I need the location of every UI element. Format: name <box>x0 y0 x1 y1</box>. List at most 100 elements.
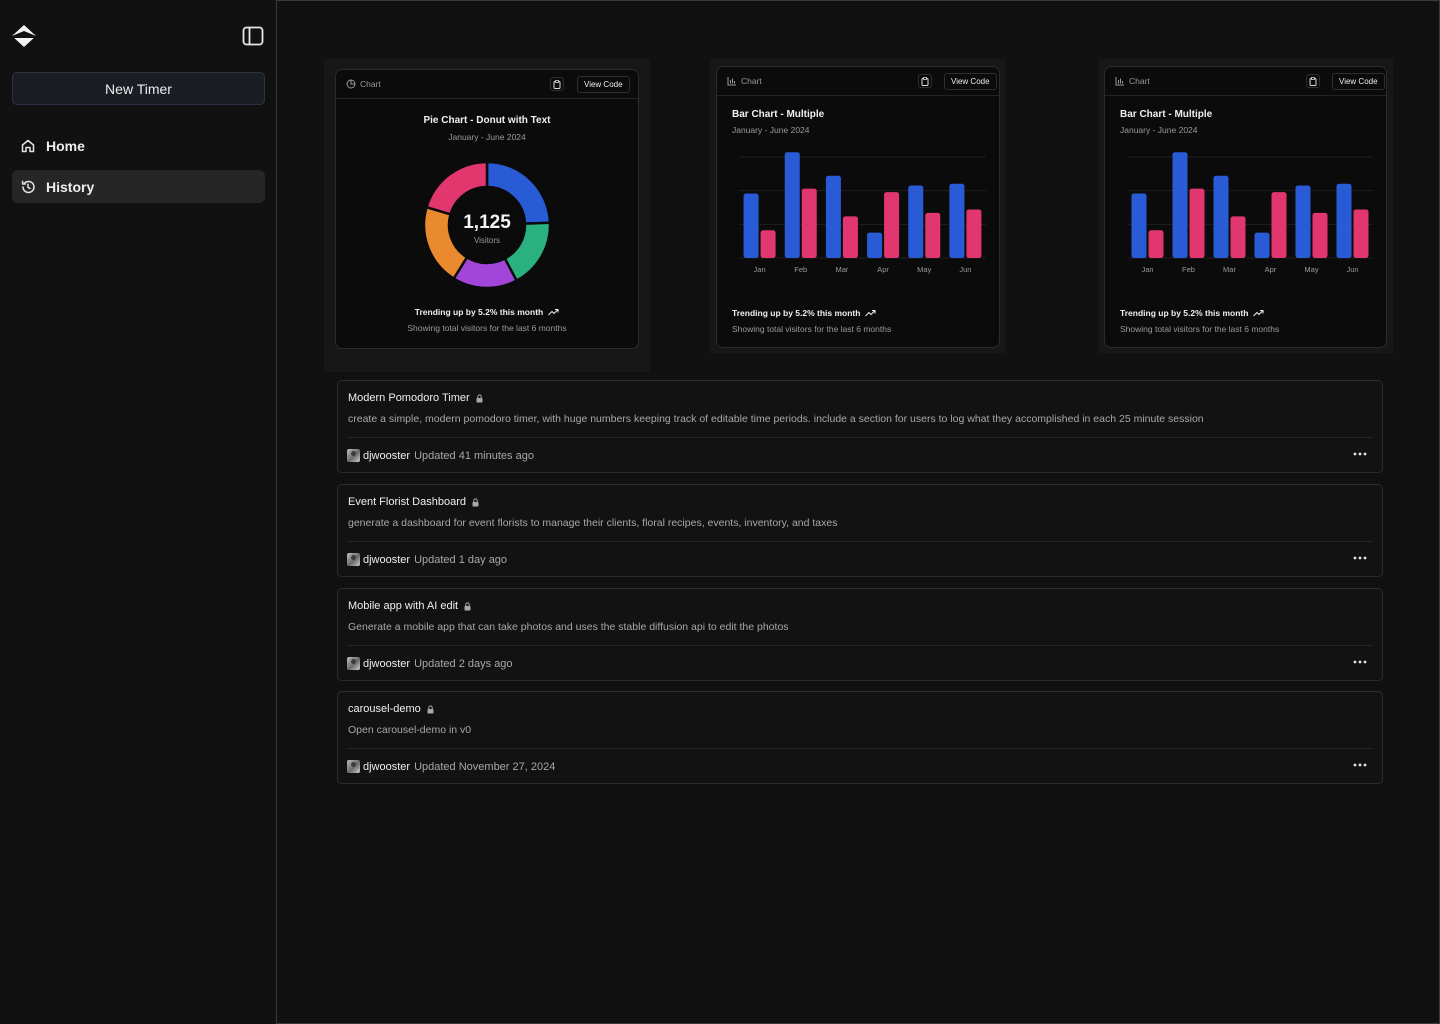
trending-up-icon <box>1253 310 1264 317</box>
project-user[interactable]: djwooster <box>363 657 411 670</box>
bar-apr-series-0 <box>867 232 883 258</box>
copy-button[interactable] <box>918 74 932 88</box>
chart-trend-text: Trending up by 5.2% this month <box>414 307 544 317</box>
bar-mar-series-1 <box>1230 216 1246 258</box>
view-code-button[interactable]: View Code <box>1332 73 1385 90</box>
donut-center-label: Visitors <box>473 236 501 245</box>
project-updated: Updated 41 minutes ago <box>414 449 534 462</box>
chart-preview-bar-2[interactable]: Chart View Code Bar Chart - Multiple Jan… <box>1098 59 1393 353</box>
bar-mar-series-0 <box>1213 175 1229 258</box>
home-icon <box>21 139 35 152</box>
nav-history-label: History <box>46 178 95 195</box>
bar-jan-series-0 <box>1131 193 1147 258</box>
more-options-icon[interactable] <box>1352 551 1368 565</box>
sidebar-toggle-icon[interactable] <box>242 26 264 46</box>
project-meta: djwooster Updated 1 day ago <box>347 553 507 566</box>
logo-icon[interactable] <box>11 24 37 48</box>
project-description: generate a dashboard for event florists … <box>348 517 838 529</box>
new-timer-button[interactable]: New Timer <box>12 72 265 105</box>
chart-subtitle: January - June 2024 <box>732 125 810 135</box>
project-card[interactable]: Modern Pomodoro Timer create a simple, m… <box>337 380 1383 473</box>
more-options-icon[interactable] <box>1352 655 1368 669</box>
chart-header-text: Chart <box>1129 76 1150 86</box>
donut-slice-4 <box>425 160 489 216</box>
project-user[interactable]: djwooster <box>363 449 411 462</box>
bar-jun-series-1 <box>966 209 982 258</box>
bar-jun-series-1 <box>1353 209 1369 258</box>
copy-button[interactable] <box>1306 74 1320 88</box>
pie-chart-icon <box>346 79 356 89</box>
project-title: Event Florist Dashboard <box>348 496 479 508</box>
chart-footer: Showing total visitors for the last 6 mo… <box>1120 324 1280 334</box>
nav-item-home[interactable]: Home <box>12 129 265 162</box>
bar-feb-series-1 <box>801 188 817 258</box>
nav-home-label: Home <box>46 137 85 154</box>
chart-card: Chart View Code Bar Chart - Multiple Jan… <box>1104 66 1387 348</box>
project-updated: Updated 1 day ago <box>414 553 508 566</box>
chart-subtitle: January - June 2024 <box>448 132 526 142</box>
project-user[interactable]: djwooster <box>363 760 411 773</box>
chart-card: Chart View Code Pie Chart - Donut with T… <box>335 69 639 349</box>
chart-trend-text: Trending up by 5.2% this month <box>1120 308 1249 318</box>
project-card[interactable]: Mobile app with AI edit Generate a mobil… <box>337 588 1383 681</box>
view-code-button[interactable]: View Code <box>944 73 997 90</box>
more-options-icon[interactable] <box>1352 447 1368 461</box>
bar-jun-series-0 <box>949 183 965 258</box>
lock-icon <box>472 497 479 506</box>
clipboard-icon <box>553 79 561 89</box>
bar-may-series-1 <box>1312 212 1328 258</box>
avatar[interactable] <box>347 657 360 670</box>
trending-up-icon <box>865 310 876 317</box>
nav-item-history[interactable]: History <box>12 170 265 203</box>
bar-chart-icon <box>727 77 736 86</box>
x-tick-label: Mar <box>835 265 848 274</box>
bar-feb-series-0 <box>784 152 800 258</box>
project-updated: Updated 2 days ago <box>414 657 513 670</box>
project-title: carousel-demo <box>348 703 434 715</box>
bar-jan-series-1 <box>1148 230 1164 258</box>
bar-jan-series-0 <box>743 193 759 258</box>
bar-chart-icon <box>1115 77 1124 86</box>
chart-footer: Showing total visitors for the last 6 mo… <box>407 323 567 333</box>
more-options-icon[interactable] <box>1352 758 1368 772</box>
donut-chart <box>422 160 552 290</box>
chart-trend: Trending up by 5.2% this month <box>732 308 876 318</box>
bar-chart: Jan Feb Mar Apr May Jun <box>739 152 986 274</box>
card-header: Chart View Code <box>717 67 999 96</box>
project-card[interactable]: Event Florist Dashboard generate a dashb… <box>337 484 1383 577</box>
project-description: Open carousel-demo in v0 <box>348 724 472 736</box>
project-title-text: carousel-demo <box>348 703 421 715</box>
sidebar: New Timer Home History <box>0 0 277 1024</box>
view-code-button[interactable]: View Code <box>577 76 630 93</box>
project-title-text: Event Florist Dashboard <box>348 496 466 508</box>
clipboard-icon <box>921 76 929 86</box>
x-tick-label: Jun <box>1346 265 1358 274</box>
bar-jun-series-0 <box>1336 183 1352 258</box>
bar-jan-series-1 <box>760 230 776 258</box>
project-meta: djwooster Updated 41 minutes ago <box>347 449 534 462</box>
project-title: Mobile app with AI edit <box>348 600 471 612</box>
lock-icon <box>476 393 483 402</box>
project-description: Generate a mobile app that can take phot… <box>348 621 789 633</box>
x-tick-label: Apr <box>1265 265 1277 274</box>
avatar[interactable] <box>347 449 360 462</box>
donut-center-value: 1,125 <box>463 212 511 233</box>
chart-preview-donut[interactable]: Chart View Code Pie Chart - Donut with T… <box>324 59 650 372</box>
divider <box>347 748 1373 749</box>
chart-title: Pie Chart - Donut with Text <box>423 115 551 126</box>
project-card[interactable]: carousel-demo Open carousel-demo in v0 d… <box>337 691 1383 784</box>
chart-header-label: Chart <box>727 76 762 86</box>
chart-header-label: Chart <box>1115 76 1150 86</box>
chart-card: Chart View Code Bar Chart - Multiple Jan… <box>716 66 1000 348</box>
avatar[interactable] <box>347 553 360 566</box>
x-tick-label: Jan <box>1141 265 1153 274</box>
copy-button[interactable] <box>550 77 564 91</box>
project-updated: Updated November 27, 2024 <box>414 760 556 773</box>
project-user[interactable]: djwooster <box>363 553 411 566</box>
bar-chart: Jan Feb Mar Apr May Jun <box>1127 152 1373 274</box>
project-description: create a simple, modern pomodoro timer, … <box>348 413 1204 425</box>
chart-trend: Trending up by 5.2% this month <box>1120 308 1264 318</box>
avatar[interactable] <box>347 760 360 773</box>
project-meta: djwooster Updated 2 days ago <box>347 657 513 670</box>
chart-preview-bar-1[interactable]: Chart View Code Bar Chart - Multiple Jan… <box>710 59 1006 353</box>
